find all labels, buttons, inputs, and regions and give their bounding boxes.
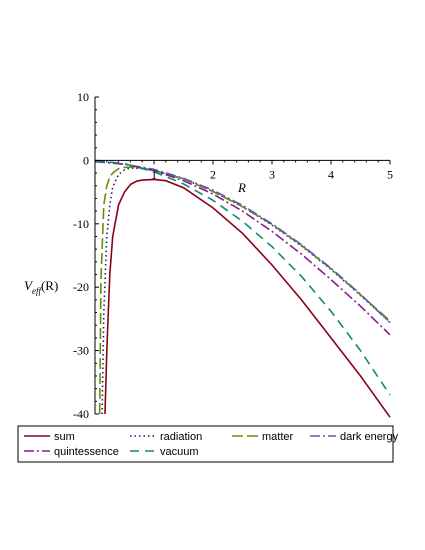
legend-items: sum radiation matter dark energy quintessenc… — [24, 431, 399, 458]
legend-box — [17, 425, 394, 463]
legend-item: sum — [24, 431, 75, 443]
legend-item: radiation — [130, 431, 202, 443]
legend-label: radiation — [160, 431, 202, 443]
x-tick-label: 4 — [328, 167, 334, 181]
plot-area: 1 2 3 4 5 10 0 -10 -20 -30 -40 — [73, 90, 393, 421]
x-axis-label: R — [237, 180, 246, 195]
y-tick-label: -10 — [73, 217, 89, 231]
legend-item: quintessence — [24, 446, 119, 458]
y-axis-label-prefix: V — [24, 278, 34, 293]
x-tick-label: 3 — [269, 167, 275, 181]
ticks: 1 2 3 4 5 10 0 -10 -20 -30 -40 — [73, 90, 393, 421]
y-tick-label: 10 — [77, 90, 89, 104]
y-tick-label: -20 — [73, 280, 89, 294]
legend-item: vacuum — [130, 446, 199, 458]
series-radiation-line — [101, 167, 391, 415]
y-axis-label: Veff(R) — [24, 278, 58, 296]
x-tick-label: 5 — [387, 167, 393, 181]
y-tick-label: -40 — [73, 407, 89, 421]
series-vacuum-line — [94, 159, 391, 396]
y-axis-label-sub: eff — [32, 286, 42, 296]
legend: sum radiation matter dark energy quintessenc… — [17, 425, 399, 463]
series-matter-line — [98, 166, 391, 415]
series-sum-line — [104, 178, 391, 418]
y-axis-label-suffix: (R) — [41, 278, 58, 293]
y-tick-label: 0 — [83, 153, 89, 167]
legend-item: matter — [232, 431, 294, 443]
x-tick-label: 2 — [210, 167, 216, 181]
legend-label: sum — [54, 431, 75, 443]
legend-label: quintessence — [54, 446, 119, 458]
x-tick-label: 1 — [151, 167, 157, 181]
legend-item: dark energy — [310, 431, 399, 443]
legend-label: matter — [262, 431, 294, 443]
curves — [94, 159, 391, 418]
y-tick-label: -30 — [73, 344, 89, 358]
legend-label: dark energy — [340, 431, 399, 443]
legend-label: vacuum — [160, 446, 199, 458]
